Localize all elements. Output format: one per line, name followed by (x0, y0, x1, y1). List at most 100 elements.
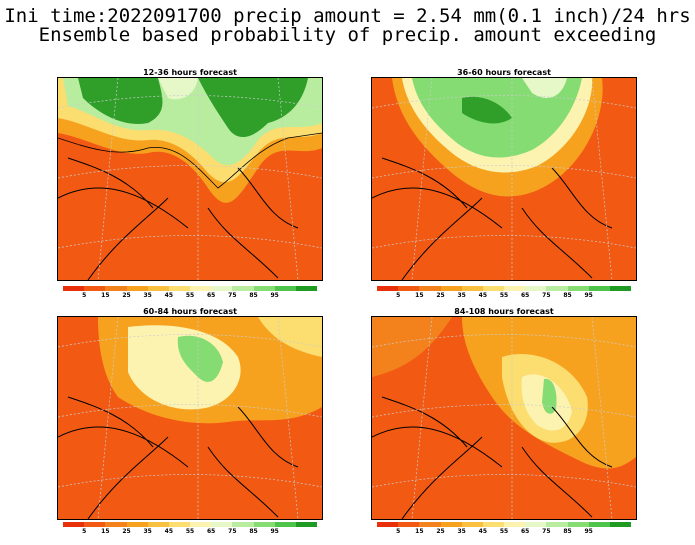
colorbar-segment (253, 522, 275, 527)
colorbar-tick-label: 95 (584, 528, 593, 535)
colorbar-tick-label: 65 (206, 292, 216, 299)
colorbar-segment (84, 522, 106, 527)
figure-title-line2: Ensemble based probability of precip. am… (38, 24, 657, 46)
colorbar-tick-label: 45 (164, 528, 174, 535)
panel-1-title: 12-36 hours forecast (143, 68, 237, 77)
colorbar-tick-label: 55 (499, 292, 509, 299)
colorbar-tick-label: 45 (478, 292, 488, 299)
colorbar-segment (440, 522, 462, 527)
colorbar-tick-label: 25 (436, 292, 445, 299)
colorbar-segment (588, 286, 610, 291)
colorbar-tick-label: 25 (122, 292, 131, 299)
colorbar-segment (105, 522, 127, 527)
colorbar-segment (190, 522, 212, 527)
panel-2-title: 36-60 hours forecast (457, 68, 551, 77)
colorbar-segment (168, 522, 191, 527)
colorbar-tick-label: 45 (478, 528, 488, 535)
panel-3-title: 60-84 hours forecast (143, 307, 237, 316)
colorbar-segment (63, 286, 85, 291)
panel-1-map (57, 77, 323, 281)
colorbar-segment (126, 522, 148, 527)
colorbar-tick-label: 65 (520, 292, 530, 299)
colorbar-segment (126, 286, 148, 291)
colorbar-segment (211, 522, 233, 527)
colorbar-tick-label: 85 (249, 528, 258, 535)
colorbar-segment (147, 522, 169, 527)
colorbar-segment (567, 522, 589, 527)
colorbar-segment (274, 286, 296, 291)
panel-4-colorbar (377, 522, 632, 527)
colorbar-segment (609, 286, 632, 291)
colorbar-segment (504, 286, 526, 291)
colorbar-tick-label: 45 (164, 292, 174, 299)
colorbar-tick-label: 5 (396, 528, 401, 535)
panel-2-colorbar-ticks: 5 15 25 35 45 55 65 75 85 95 (377, 292, 631, 300)
colorbar-segment (63, 522, 85, 527)
colorbar-tick-label: 75 (542, 292, 551, 299)
colorbar-segment (398, 522, 420, 527)
panel-4-map (371, 316, 637, 520)
colorbar-segment (147, 286, 169, 291)
colorbar-segment (295, 522, 318, 527)
colorbar-segment (377, 522, 399, 527)
panel-4-title: 84-108 hours forecast (454, 307, 554, 316)
colorbar-segment (567, 286, 589, 291)
colorbar-segment (419, 286, 441, 291)
colorbar-tick-label: 95 (270, 528, 279, 535)
colorbar-tick-label: 5 (82, 528, 87, 535)
colorbar-segment (461, 522, 483, 527)
colorbar-tick-label: 75 (542, 528, 551, 535)
colorbar-tick-label: 5 (82, 292, 87, 299)
panel-4-colorbar-ticks: 5 15 25 35 45 55 65 75 85 95 (377, 528, 631, 536)
panel-3-colorbar-ticks: 5 15 25 35 45 55 65 75 85 95 (63, 528, 317, 536)
colorbar-segment (609, 522, 632, 527)
colorbar-tick-label: 85 (563, 528, 572, 535)
colorbar-segment (440, 286, 462, 291)
colorbar-tick-label: 85 (563, 292, 572, 299)
panel-1-colorbar (63, 286, 318, 291)
colorbar-tick-label: 25 (436, 528, 445, 535)
panel-2-colorbar (377, 286, 632, 291)
colorbar-tick-label: 85 (249, 292, 258, 299)
colorbar-segment (253, 286, 275, 291)
colorbar-tick-label: 35 (457, 292, 466, 299)
colorbar-segment (588, 522, 610, 527)
colorbar-tick-label: 65 (520, 528, 530, 535)
colorbar-segment (419, 522, 441, 527)
colorbar-tick-label: 5 (396, 292, 401, 299)
colorbar-tick-label: 65 (206, 528, 216, 535)
colorbar-segment (504, 522, 526, 527)
colorbar-tick-label: 75 (228, 292, 237, 299)
colorbar-tick-label: 55 (499, 528, 509, 535)
colorbar-tick-label: 35 (143, 528, 152, 535)
colorbar-tick-label: 25 (122, 528, 131, 535)
colorbar-segment (546, 286, 568, 291)
colorbar-tick-label: 15 (415, 528, 424, 535)
colorbar-segment (482, 286, 505, 291)
panel-1-colorbar-ticks: 5 15 25 35 45 55 65 75 85 95 (63, 292, 317, 300)
colorbar-segment (232, 286, 254, 291)
colorbar-tick-label: 55 (185, 528, 195, 535)
colorbar-segment (105, 286, 127, 291)
colorbar-segment (482, 522, 505, 527)
colorbar-segment (377, 286, 399, 291)
colorbar-segment (295, 286, 318, 291)
panel-3-map (57, 316, 323, 520)
colorbar-segment (211, 286, 233, 291)
colorbar-segment (84, 286, 106, 291)
colorbar-tick-label: 15 (101, 528, 110, 535)
colorbar-segment (274, 522, 296, 527)
colorbar-tick-label: 35 (143, 292, 152, 299)
colorbar-tick-label: 15 (415, 292, 424, 299)
colorbar-segment (232, 522, 254, 527)
figure-title-line1: Ini time:2022091700 precip amount = 2.54… (4, 5, 691, 27)
colorbar-segment (168, 286, 191, 291)
colorbar-tick-label: 15 (101, 292, 110, 299)
colorbar-tick-label: 75 (228, 528, 237, 535)
colorbar-tick-label: 55 (185, 292, 195, 299)
colorbar-tick-label: 95 (270, 292, 279, 299)
colorbar-segment (525, 522, 547, 527)
colorbar-segment (525, 286, 547, 291)
colorbar-tick-label: 35 (457, 528, 466, 535)
panel-3-colorbar (63, 522, 318, 527)
